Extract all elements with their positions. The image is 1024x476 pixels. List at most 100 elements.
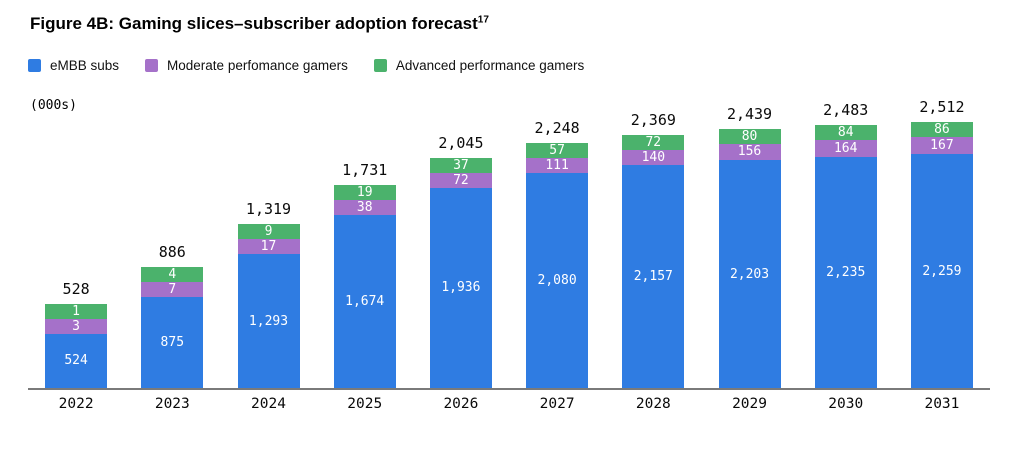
segment-value-label: 167 (930, 138, 954, 154)
total-label-2029: 2,439 (726, 104, 773, 123)
figure-title: Figure 4B: Gaming slices–subscriber adop… (30, 14, 489, 34)
segment-value-label: 37 (453, 157, 469, 173)
segment-advanced-2028: 72 (622, 134, 685, 150)
segment-advanced-2025: 19 (333, 184, 396, 200)
segment-embb-2027: 2,080 (526, 172, 589, 388)
x-axis-label-2030: 2030 (828, 396, 864, 412)
segment-value-label: 524 (64, 353, 88, 369)
x-axis-label-2027: 2027 (539, 396, 575, 412)
segment-embb-2030: 2,235 (814, 156, 877, 388)
bar-group-2031: 2,512 86 167 2,259 (894, 98, 990, 388)
advanced-swatch-icon (373, 59, 387, 72)
segment-value-label: 57 (549, 142, 565, 158)
segment-moderate-2029: 156 (718, 143, 781, 160)
moderate-swatch-icon (145, 59, 159, 72)
x-axis-line (28, 388, 990, 390)
segment-advanced-2031: 86 (910, 121, 973, 137)
segment-advanced-2026: 37 (429, 157, 492, 173)
bar-group-2023: 886 4 7 875 (124, 98, 220, 388)
segment-advanced-2023: 4 (141, 267, 204, 283)
segment-value-label: 1,936 (441, 280, 481, 296)
segment-embb-2022: 524 (45, 333, 108, 388)
segment-value-label: 111 (545, 157, 569, 173)
segment-value-label: 4 (168, 267, 177, 283)
segment-value-label: 2,235 (826, 264, 866, 280)
x-axis-label-2028: 2028 (635, 396, 671, 412)
embb-swatch-icon (28, 59, 41, 72)
segment-embb-2025: 1,674 (333, 214, 396, 388)
segment-value-label: 1,674 (345, 293, 385, 309)
legend-label-moderate: Moderate perfomance gamers (167, 58, 348, 73)
segment-value-label: 2,203 (729, 266, 770, 282)
bar-group-2024: 1,319 9 17 1,293 (220, 98, 316, 388)
segment-moderate-2028: 140 (622, 149, 685, 165)
segment-moderate-2030: 164 (814, 139, 877, 157)
legend-item-embb: eMBB subs (28, 58, 119, 73)
legend-label-embb: eMBB subs (50, 58, 120, 73)
segment-embb-2028: 2,157 (622, 164, 685, 388)
segment-value-label: 84 (837, 124, 854, 140)
units-label: (000s) (30, 98, 77, 113)
legend-item-advanced: Advanced performance gamers (373, 58, 585, 73)
segment-advanced-2029: 80 (718, 128, 781, 144)
segment-advanced-2027: 57 (526, 142, 589, 158)
segment-value-label: 1,293 (248, 313, 289, 329)
x-axis-label-2023: 2023 (154, 396, 190, 412)
total-label-2025: 1,731 (342, 160, 388, 179)
segment-value-label: 875 (160, 335, 185, 351)
x-axis-label-2025: 2025 (347, 396, 383, 412)
segment-moderate-2024: 17 (237, 239, 300, 255)
x-axis-label-2026: 2026 (443, 396, 479, 412)
segment-moderate-2025: 38 (333, 199, 396, 215)
segment-embb-2029: 2,203 (718, 160, 781, 388)
segment-value-label: 38 (356, 199, 373, 215)
total-label-2024: 1,319 (245, 200, 292, 219)
segment-moderate-2023: 7 (141, 282, 204, 298)
x-axis-label-2029: 2029 (732, 396, 767, 412)
total-label-2022: 528 (62, 279, 90, 298)
segment-value-label: 9 (264, 224, 273, 240)
bars-area: 528 1 3 524 886 4 7 875 1,319 9 17 1,293 1,731 19 38 1,… (28, 98, 990, 388)
segment-value-label: 17 (260, 239, 277, 255)
segment-embb-2023: 875 (141, 297, 204, 388)
segment-advanced-2030: 84 (814, 124, 877, 140)
segment-value-label: 2,080 (537, 272, 577, 288)
total-label-2028: 2,369 (630, 110, 676, 129)
segment-value-label: 7 (168, 282, 177, 298)
bar-group-2022: 528 1 3 524 (28, 98, 124, 388)
segment-value-label: 19 (356, 184, 373, 200)
x-axis-label-2022: 2022 (58, 396, 94, 412)
segment-advanced-2024: 9 (237, 224, 300, 240)
x-axis-labels: 2022 2023 2024 2025 2026 2027 2028 2029 2030 2031 (28, 396, 990, 412)
x-axis-label-2031: 2031 (924, 396, 960, 412)
bar-group-2027: 2,248 57 111 2,080 (509, 98, 605, 388)
segment-value-label: 2,259 (922, 263, 962, 279)
total-label-2027: 2,248 (534, 118, 580, 137)
segment-value-label: 72 (645, 134, 662, 150)
segment-value-label: 72 (453, 172, 469, 188)
segment-moderate-2022: 3 (45, 318, 108, 334)
total-label-2030: 2,483 (823, 100, 869, 119)
segment-value-label: 156 (737, 144, 762, 160)
segment-value-label: 140 (641, 149, 666, 165)
segment-value-label: 80 (741, 128, 758, 144)
segment-embb-2031: 2,259 (910, 154, 973, 388)
legend-label-advanced: Advanced performance gamers (395, 58, 585, 73)
total-label-2031: 2,512 (919, 97, 965, 116)
bar-group-2028: 2,369 72 140 2,157 (605, 98, 701, 388)
figure-title-text: Figure 4B: Gaming slices–subscriber adop… (30, 14, 478, 33)
segment-moderate-2027: 111 (526, 157, 589, 173)
total-label-2026: 2,045 (438, 133, 484, 152)
x-axis-label-2024: 2024 (251, 396, 286, 412)
total-label-2023: 886 (158, 243, 186, 262)
segment-advanced-2022: 1 (45, 303, 108, 319)
segment-embb-2026: 1,936 (429, 187, 492, 388)
segment-embb-2024: 1,293 (237, 254, 300, 388)
bar-group-2029: 2,439 80 156 2,203 (701, 98, 797, 388)
segment-value-label: 1 (72, 303, 80, 319)
bar-group-2025: 1,731 19 38 1,674 (317, 98, 413, 388)
chart-legend: eMBB subs Moderate perfomance gamers Adv… (28, 58, 584, 73)
segment-value-label: 164 (833, 140, 858, 156)
segment-moderate-2031: 167 (910, 136, 973, 155)
